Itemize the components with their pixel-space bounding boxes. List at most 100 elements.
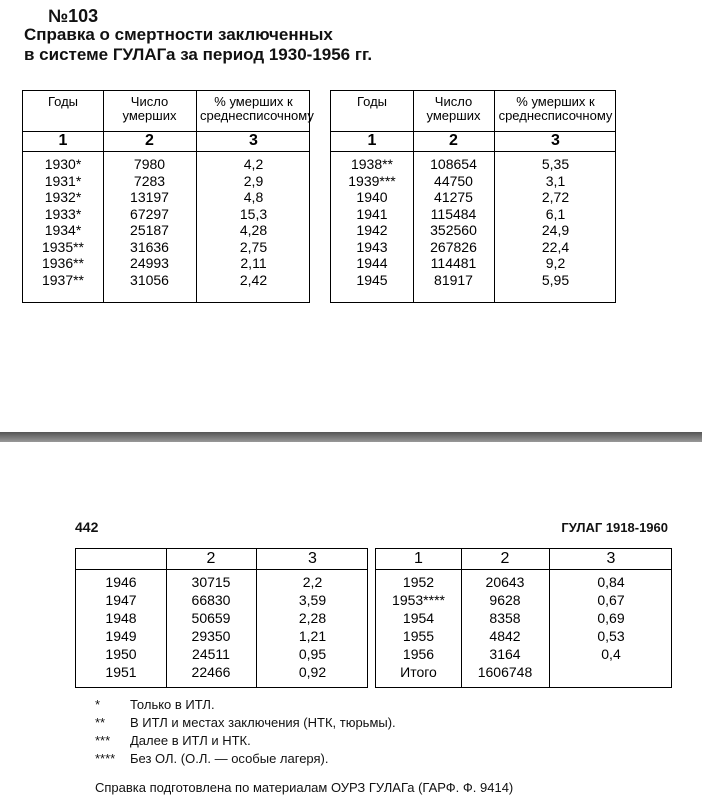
header-cell: Число умерших [122, 94, 177, 123]
table-cell: 1,21 [298, 628, 327, 644]
table-cell: 2,75 [239, 238, 268, 255]
table-cell: 9,2 [545, 255, 566, 271]
doc-number: №103 [48, 6, 99, 26]
table: 1 2 3 1952 20643 0,84 1953**** 9628 0,67 1954 8358… [375, 548, 672, 688]
table-cell: 9628 [489, 592, 521, 608]
table: Годы Число умерших % умерших к среднесписо… [22, 90, 314, 303]
column-number: 2 [500, 550, 510, 567]
table-cell: 31056 [130, 271, 169, 288]
table-cell: 352560 [430, 222, 477, 238]
table-cell: 0,4 [601, 646, 621, 662]
table-cell: 115484 [430, 205, 477, 222]
table-cell: 1939*** [348, 172, 396, 189]
column-number: 3 [308, 550, 317, 567]
row-rule [331, 151, 615, 152]
column-rule [413, 91, 414, 302]
table-cell: 1953**** [392, 592, 445, 608]
table-cell: 1606748 [477, 664, 533, 680]
table-cell: 50659 [191, 610, 231, 626]
table-cell: 2,2 [302, 574, 323, 590]
column-rule [103, 91, 104, 302]
footnote-mark: * [95, 697, 101, 712]
table-cell: 267826 [430, 238, 477, 255]
table-cell: 44750 [434, 172, 473, 189]
column-number: 1 [414, 550, 423, 567]
footnote-text: В ИТЛ и местах заключения (НТК, тюрьмы). [130, 715, 396, 730]
footnote-mark: **** [95, 751, 116, 766]
table-cell: 1942 [356, 222, 388, 238]
table-cell: 2,9 [243, 172, 264, 189]
footnote-mark: *** [95, 733, 111, 748]
table-cell: 1930* [44, 156, 82, 172]
table-cell: 1949 [105, 628, 137, 644]
table-cell: 0,67 [597, 592, 625, 608]
table-cell: 1940 [356, 189, 388, 205]
row-rule [76, 569, 367, 570]
table-cell: 1955 [402, 628, 435, 644]
column-number: 2 [206, 550, 216, 567]
table-cell: 4,28 [239, 222, 268, 238]
table-cell: 66830 [191, 592, 231, 608]
table-cell: 1956 [402, 646, 435, 662]
table-cell: 1950 [105, 646, 137, 662]
table-cell: 1938** [350, 156, 394, 172]
table-cell: 13197 [130, 189, 169, 205]
table-cell: 3,1 [545, 172, 566, 189]
column-number: 3 [249, 132, 258, 149]
table-cell: 25187 [130, 222, 169, 238]
table-cell: 2,42 [239, 271, 268, 288]
footnote-text: Только в ИТЛ. [130, 697, 215, 712]
table-cell: 7980 [133, 156, 166, 172]
table-cell: 108654 [430, 156, 477, 172]
column-number: 1 [367, 132, 377, 149]
table-cell: 1932* [44, 189, 82, 205]
column-rule [461, 549, 462, 687]
table-cell: 114481 [430, 255, 477, 271]
running-title: ГУЛАГ 1918-1960 [561, 520, 668, 535]
table-cell: 4842 [489, 628, 521, 644]
table-cell: 0,53 [597, 628, 625, 644]
table-cell: 4,8 [243, 189, 264, 205]
table-cell: 1937** [41, 271, 85, 288]
header-cell: Годы [356, 94, 388, 109]
header-cell: Число умерших [426, 94, 481, 123]
table-cell: 1934* [44, 222, 82, 238]
table-cell: 67297 [130, 205, 169, 222]
table-cell: 24993 [130, 255, 169, 271]
column-number: 3 [551, 132, 560, 149]
table: 2 3 1946 30715 2,2 1947 66830 3,59 1948 50659 2,28… [75, 548, 368, 688]
table-cell: 7283 [133, 172, 166, 189]
table-cell: 1945 [356, 271, 388, 288]
footnote-text: Без ОЛ. (О.Л. — особые лагеря). [130, 751, 329, 766]
column-number: 2 [449, 132, 458, 149]
row-rule [23, 131, 309, 132]
table-cell: 0,92 [298, 664, 327, 680]
table-cell: 22,4 [541, 238, 570, 255]
table-cell: 22466 [191, 664, 231, 680]
header-cell: % умерших к среднесписочному [498, 94, 613, 123]
table-cell: 41275 [434, 189, 473, 205]
table-cell: 29350 [191, 628, 231, 644]
table-cell: 1933* [44, 205, 82, 222]
table-cell: 1941 [356, 205, 388, 222]
table-cell: 1943 [356, 238, 388, 255]
table-cell: 6,1 [545, 205, 566, 222]
column-rule [196, 91, 197, 302]
source-note: Справка подготовлена по материалам ОУРЗ … [95, 780, 514, 795]
row-rule [23, 151, 309, 152]
table-cell: 20643 [485, 574, 525, 590]
table-cell: 2,72 [541, 189, 570, 205]
table: Годы Число умерших % умерших к среднесписо… [330, 90, 616, 303]
table-cell: 31636 [130, 238, 169, 255]
table-cell: 1951 [105, 664, 137, 680]
table-cell: 30715 [191, 574, 231, 590]
table-cell: 5,35 [541, 156, 570, 172]
table-cell: 1946 [105, 574, 137, 590]
footnote-mark: ** [95, 715, 106, 730]
table-cell: 2,28 [298, 610, 327, 626]
page-number: 442 [75, 519, 99, 535]
table-cell: 1936** [41, 255, 85, 271]
table-cell: 2,11 [240, 255, 267, 271]
table-cell: 0,95 [298, 646, 327, 662]
